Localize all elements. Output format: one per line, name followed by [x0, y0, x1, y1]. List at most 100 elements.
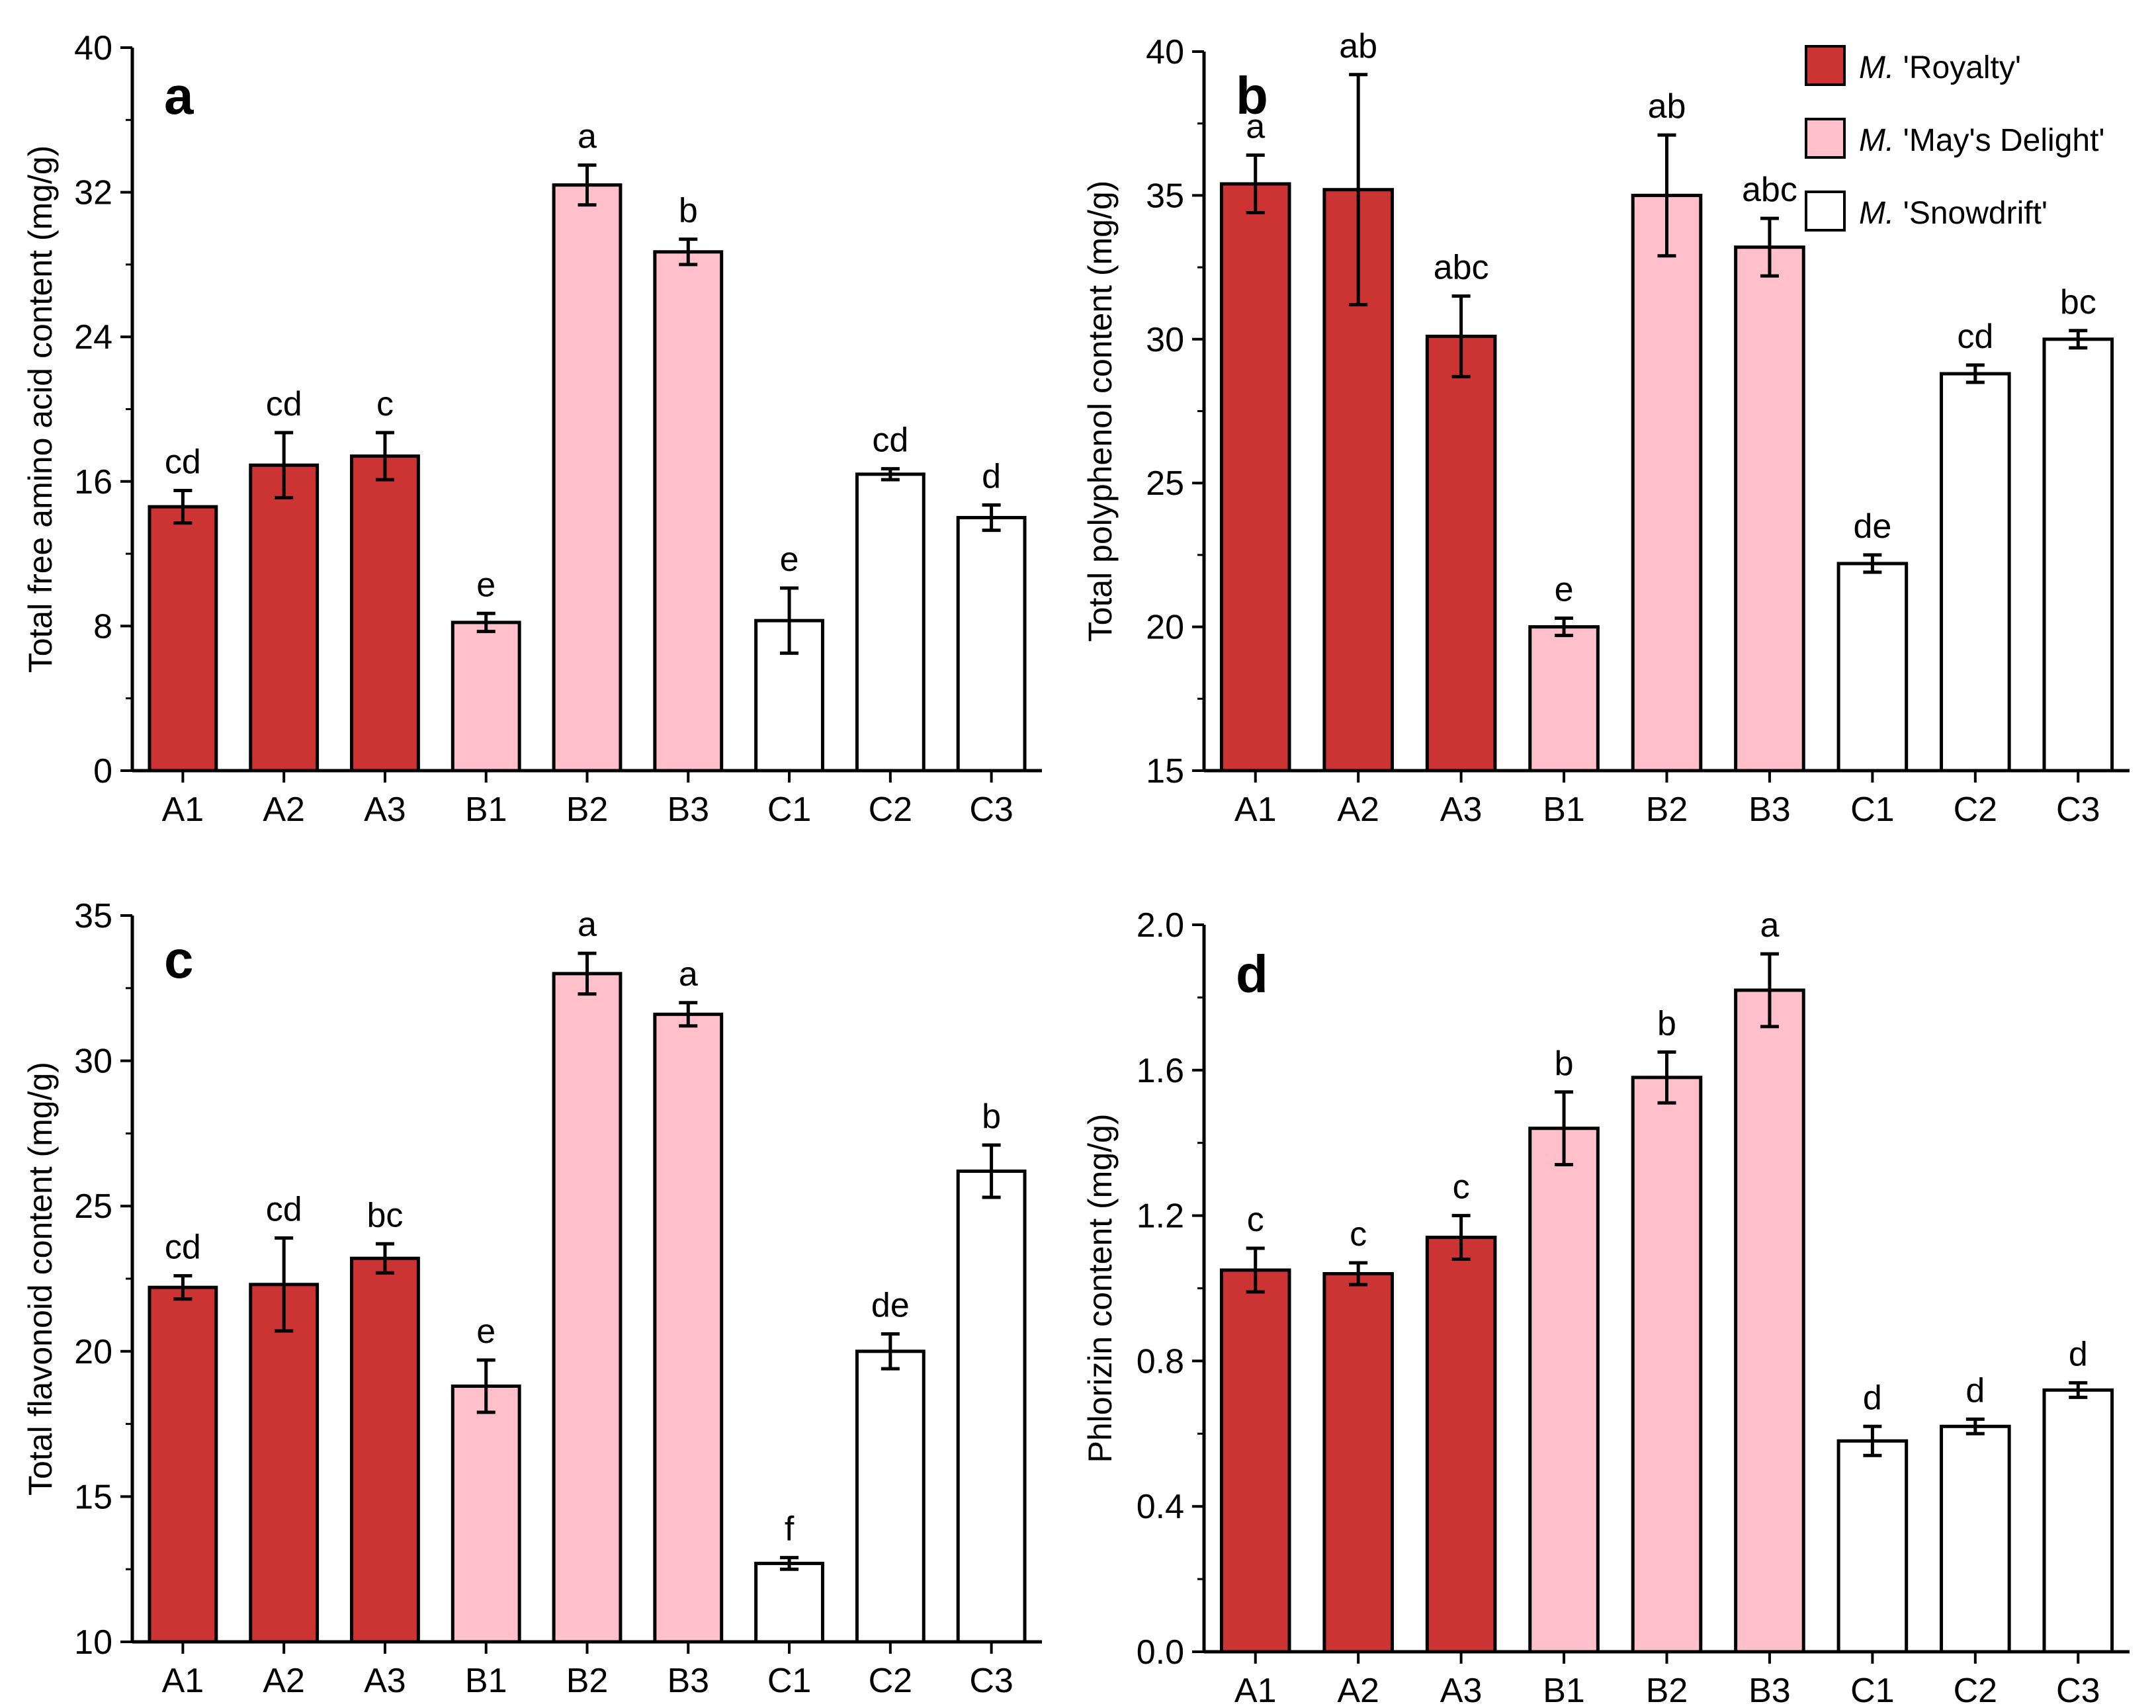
- bar-A2: [1322, 1272, 1394, 1654]
- y-tick-label: 25: [74, 1187, 112, 1226]
- sig-label-B1: e: [1555, 571, 1574, 609]
- sig-label-C1: e: [780, 540, 799, 579]
- sig-label-A3: c: [1453, 1168, 1470, 1207]
- error-bar-A2: [1349, 73, 1368, 307]
- error-bar-A1: [1246, 153, 1265, 214]
- error-bar-A2: [1349, 1261, 1368, 1287]
- panel-letter: c: [164, 930, 194, 989]
- x-tick-label-C3: C3: [969, 790, 1013, 829]
- x-tick-label-B3: B3: [667, 790, 709, 829]
- sig-label-B1: b: [1555, 1045, 1574, 1083]
- error-bar-A1: [173, 488, 193, 525]
- y-axis-title: Phlorizin content (mg/g): [1082, 1113, 1119, 1463]
- sig-label-A3: abc: [1434, 249, 1489, 287]
- y-tick-label: 1.6: [1137, 1052, 1184, 1090]
- y-tick-label: 32: [74, 174, 112, 212]
- bar-C2: [1940, 1424, 2011, 1654]
- legend-label-snowdrift: M. 'Snowdrift': [1859, 196, 2048, 231]
- x-tick-label-A3: A3: [364, 790, 406, 829]
- sig-label-A2: cd: [266, 385, 302, 423]
- x-tick-label-C1: C1: [1850, 790, 1894, 829]
- y-tick-label: 0.0: [1137, 1633, 1184, 1672]
- x-tick-label-B3: B3: [1748, 1672, 1791, 1708]
- error-bar-C3: [2069, 329, 2088, 350]
- bar-B3: [653, 1012, 724, 1644]
- error-bar-B3: [679, 1001, 698, 1028]
- error-bar-B2: [578, 951, 597, 996]
- error-bar-C1: [780, 1556, 799, 1571]
- x-tick-label-A1: A1: [1234, 790, 1277, 829]
- bar-C1: [1836, 1439, 1909, 1654]
- panel-d: c A1 c A2 c A3 b B1 b B2 a B3 d C1 d C2 d C3 0.0 0.4 0.8 1.2 1…: [1082, 906, 2130, 1708]
- bar-B1: [451, 1385, 521, 1644]
- sig-label-C1: f: [785, 1510, 795, 1549]
- sig-label-A1: cd: [165, 443, 201, 481]
- bar-B3: [653, 250, 724, 773]
- sig-label-B2: a: [578, 906, 597, 944]
- x-tick-label-A3: A3: [1440, 790, 1483, 829]
- bar-A1: [1219, 182, 1291, 773]
- sig-label-C1: de: [1853, 507, 1891, 546]
- sig-label-B3: a: [1760, 906, 1779, 945]
- y-axis-title: Total polyphenol content (mg/g): [1082, 181, 1119, 642]
- sig-label-A1: cd: [165, 1228, 201, 1267]
- error-bar-A3: [1451, 294, 1471, 378]
- y-tick-label: 10: [74, 1623, 112, 1662]
- y-tick-label: 15: [74, 1478, 112, 1516]
- y-tick-label: 20: [1146, 609, 1184, 647]
- sig-label-C3: d: [982, 457, 1001, 495]
- sig-label-C1: d: [1863, 1379, 1882, 1417]
- x-tick-label-A3: A3: [1440, 1672, 1483, 1708]
- sig-label-B2: ab: [1648, 87, 1686, 126]
- sig-label-A2: ab: [1339, 27, 1377, 65]
- x-tick-label-C2: C2: [869, 790, 912, 829]
- error-bar-B2: [1657, 133, 1676, 258]
- x-tick-label-C1: C1: [767, 790, 811, 829]
- x-tick-label-A2: A2: [263, 1662, 305, 1700]
- sig-label-A1: a: [1246, 108, 1265, 146]
- bar-C2: [855, 1349, 926, 1644]
- sig-label-C2: cd: [872, 421, 908, 460]
- bar-A1: [148, 505, 218, 773]
- y-tick-label: 15: [1146, 752, 1184, 790]
- bar-A1: [1219, 1268, 1291, 1654]
- sig-label-B2: b: [1657, 1004, 1676, 1043]
- error-bar-C3: [2069, 1381, 2088, 1399]
- x-tick-label-B3: B3: [1748, 790, 1791, 829]
- error-bar-B3: [1760, 952, 1779, 1029]
- x-tick-label-A1: A1: [162, 1662, 204, 1700]
- sig-label-C3: bc: [2060, 283, 2096, 321]
- sig-label-A3: c: [376, 385, 394, 423]
- sig-label-B3: b: [679, 192, 698, 230]
- bar-C3: [956, 1169, 1027, 1644]
- error-bar-C3: [982, 503, 1001, 533]
- y-axis-title: Total flavonoid content (mg/g): [22, 1062, 59, 1496]
- x-tick-label-C2: C2: [1954, 1672, 1997, 1708]
- x-tick-label-C3: C3: [969, 1662, 1013, 1700]
- bar-B2: [552, 972, 623, 1644]
- sig-label-C2: d: [1965, 1371, 1985, 1410]
- x-tick-label-A3: A3: [364, 1662, 406, 1700]
- bar-A2: [249, 1283, 320, 1644]
- y-tick-label: 20: [74, 1333, 112, 1371]
- error-bar-B2: [578, 163, 597, 207]
- x-tick-label-B1: B1: [465, 1662, 507, 1700]
- x-tick-label-B2: B2: [1646, 790, 1688, 829]
- error-bar-A2: [275, 1236, 294, 1333]
- bar-C3: [956, 515, 1027, 773]
- y-tick-label: 25: [1146, 464, 1184, 503]
- error-bar-C2: [881, 467, 900, 482]
- bar-B1: [451, 620, 521, 773]
- error-bar-B1: [1555, 1090, 1574, 1167]
- x-tick-label-B1: B1: [1543, 790, 1585, 829]
- sig-label-C2: cd: [1957, 318, 1993, 356]
- x-tick-label-A1: A1: [1234, 1672, 1277, 1708]
- error-bar-C2: [1965, 363, 1985, 384]
- panel-letter: b: [1236, 66, 1268, 125]
- x-tick-label-B2: B2: [566, 1662, 609, 1700]
- error-bar-A3: [375, 1242, 394, 1275]
- error-bar-B1: [476, 611, 496, 634]
- bar-B2: [552, 183, 623, 773]
- bar-B3: [1734, 988, 1805, 1654]
